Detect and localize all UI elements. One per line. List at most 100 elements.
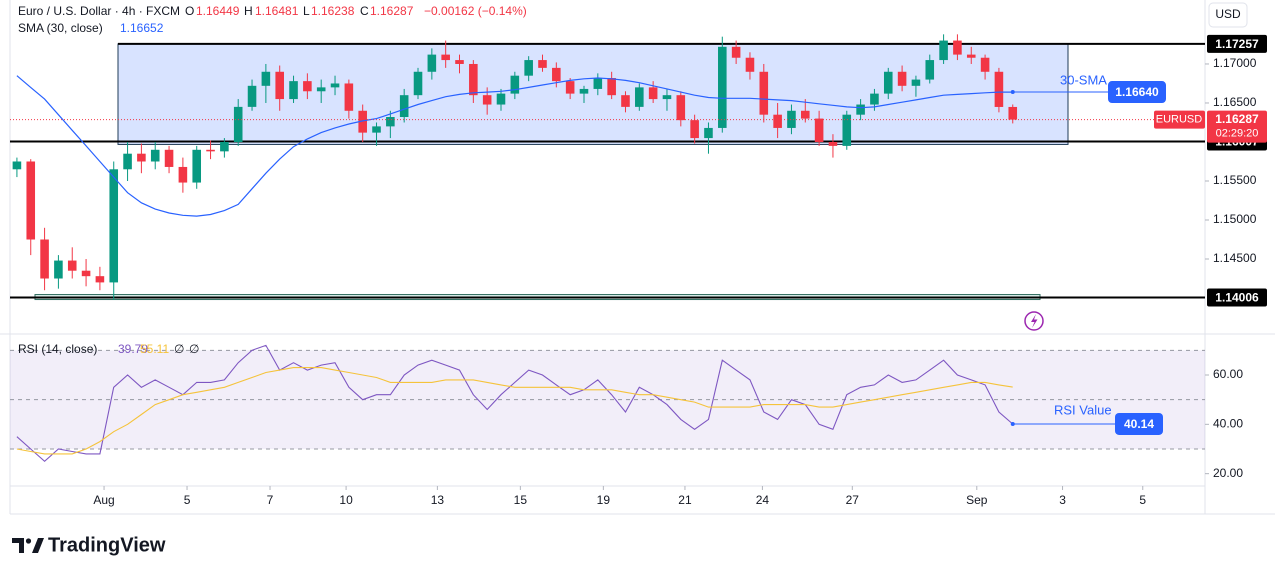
candle-body <box>565 81 575 94</box>
sma-badge <box>1108 81 1166 104</box>
x-tick-label: 15 <box>514 493 528 507</box>
candle-body <box>40 239 49 279</box>
candle-body <box>648 87 658 100</box>
rsi-badge <box>1115 412 1163 435</box>
rsi-annotation: RSI Value <box>1054 402 1112 417</box>
ohlc-key: H <box>244 4 253 18</box>
ohlc-value: 1.16287 <box>370 4 414 18</box>
candle-body <box>787 110 796 128</box>
plot-layer: 1.17000 1.16500 1.15500 1.15000 1.14500 1.172… <box>10 34 1267 507</box>
ohlc-value: 1.16481 <box>255 4 299 18</box>
candle-body <box>123 153 132 170</box>
x-tick-label: 5 <box>184 493 191 507</box>
candle-body <box>718 46 727 128</box>
sma-legend-value: 1.16652 <box>120 21 164 35</box>
candle-body <box>800 110 810 119</box>
candle-body <box>150 149 160 162</box>
y-tick-label: 60.00 <box>1213 367 1243 381</box>
range-box <box>117 43 1069 145</box>
price-label: 1.16287 <box>1215 112 1259 126</box>
candle-body <box>413 71 423 96</box>
candle-body <box>137 153 146 162</box>
x-tick-label: 13 <box>431 493 445 507</box>
x-tick-label: 21 <box>678 493 692 507</box>
candle-body <box>538 60 547 68</box>
ohlc-value: 1.16449 <box>196 4 240 18</box>
candle-body <box>399 95 409 118</box>
y-tick-label: 20.00 <box>1213 466 1243 480</box>
price-change: −0.00162 (−0.14%) <box>424 4 527 18</box>
candle-body <box>524 60 533 76</box>
level-badge <box>1207 288 1267 307</box>
candle-body <box>427 54 437 72</box>
candle-body <box>386 117 395 127</box>
y-tick-label: 40.00 <box>1213 416 1243 430</box>
candle-body <box>1008 106 1018 120</box>
candle-body <box>95 276 105 283</box>
y-tick-label: 1.16500 <box>1213 95 1257 109</box>
candle-body <box>911 79 921 86</box>
candle-body <box>303 81 312 92</box>
candle-body <box>759 71 769 115</box>
ohlc-value: 1.16238 <box>311 4 355 18</box>
x-tick-label: Sep <box>966 493 988 507</box>
branding: TradingView <box>48 534 166 556</box>
x-tick-label: 7 <box>267 493 274 507</box>
candle-body <box>745 57 755 72</box>
candle-body <box>330 83 340 88</box>
x-tick-label: 10 <box>339 493 353 507</box>
candle-body <box>261 71 271 86</box>
y-tick-label: 1.14500 <box>1213 251 1257 265</box>
candle-body <box>220 141 229 152</box>
candle-body <box>635 87 644 107</box>
x-tick-label: 24 <box>756 493 770 507</box>
candle-body <box>607 78 616 96</box>
candle-body <box>455 60 464 64</box>
rsi-badge-label: 40.14 <box>1124 417 1154 431</box>
candle-body <box>883 71 893 94</box>
candle-body <box>275 71 284 100</box>
candle-body <box>192 149 202 183</box>
candle-body <box>870 93 879 105</box>
sma-badge-label: 1.16640 <box>1115 85 1159 99</box>
candle-body <box>482 95 492 105</box>
candle-body <box>662 95 672 100</box>
candle-body <box>814 118 824 142</box>
candle-body <box>704 127 713 139</box>
sma-annotation: 30-SMA <box>1060 72 1107 87</box>
logo-dot <box>25 538 32 544</box>
price-badge <box>1207 110 1267 143</box>
candle-body <box>54 260 63 279</box>
candle-body <box>980 57 990 72</box>
candle-body <box>358 110 367 133</box>
candle-body <box>953 40 962 55</box>
candle-body <box>994 71 1004 107</box>
candle-body <box>939 40 948 61</box>
ohlc-key: O <box>185 4 194 18</box>
na-mark: ∅ <box>174 342 184 356</box>
candle-body <box>773 114 782 128</box>
rsi-legend: RSI (14, close) <box>18 342 97 356</box>
candle-body <box>441 54 450 61</box>
candle-body <box>856 104 865 115</box>
na-mark: ∅ <box>189 342 199 356</box>
candle-body <box>828 141 838 146</box>
candle-body <box>496 93 506 105</box>
symbol-label: EURUSD <box>1156 114 1203 126</box>
candle-body <box>233 106 243 142</box>
candle-body <box>469 63 478 96</box>
candle-body <box>289 81 298 100</box>
ohlc-key: L <box>303 4 310 18</box>
candle-body <box>12 161 22 170</box>
candle-body <box>26 161 36 240</box>
candle-body <box>676 95 686 121</box>
candle-body <box>247 85 257 107</box>
y-tick-label: 1.15000 <box>1213 212 1257 226</box>
candle-body <box>81 270 91 277</box>
x-tick-label: 19 <box>597 493 611 507</box>
currency-button[interactable] <box>1208 2 1248 28</box>
rsi-anchor <box>1010 421 1015 426</box>
level-label: 1.14006 <box>1215 291 1259 305</box>
rsi-legend-value: 39.79 <box>118 342 148 356</box>
candle-body <box>593 78 603 89</box>
